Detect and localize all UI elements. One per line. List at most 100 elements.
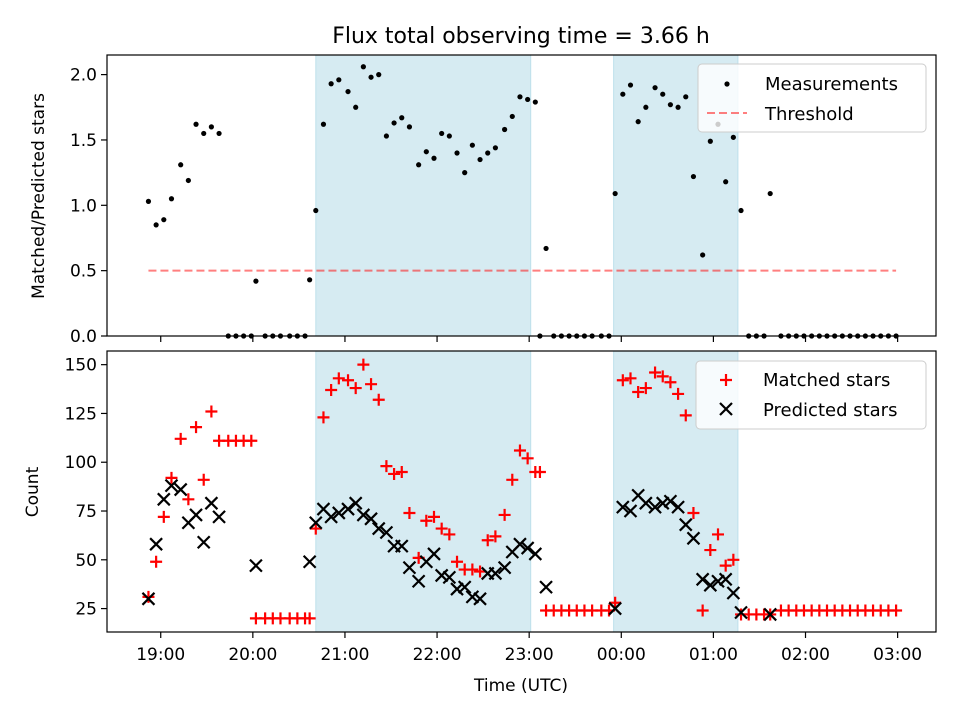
measurement-point [376, 72, 382, 78]
measurement-point [313, 207, 319, 214]
matched-star-marker [165, 471, 178, 484]
y-tick-label: 75 [75, 502, 97, 522]
matched-star-marker [197, 473, 210, 486]
measurement-point [328, 81, 334, 87]
measurement-point [439, 130, 445, 137]
count-legend: Matched stars Predicted stars [695, 360, 927, 430]
y-tick-label: 100 [65, 453, 97, 473]
measurement-point [145, 198, 152, 204]
measurement-point [690, 173, 697, 180]
predicted-star-marker [648, 500, 662, 514]
matched-star-marker [649, 366, 662, 379]
measurement-point [431, 155, 437, 161]
y-tick-label: 0.0 [70, 327, 97, 347]
matched-star-marker [679, 409, 692, 422]
matched-star-marker [420, 514, 433, 527]
matched-star-marker [205, 405, 218, 418]
matched-star-marker [174, 432, 187, 445]
predicted-star-marker [718, 572, 733, 587]
measurement-point [462, 170, 468, 176]
matched-star-marker [435, 522, 448, 535]
predicted-star-marker [173, 482, 188, 497]
matched-star-marker [632, 385, 645, 398]
predicted-star-marker [520, 541, 535, 555]
measurement-point [683, 94, 689, 100]
y-tick-label: 1.0 [70, 196, 97, 216]
matched-star-marker [624, 372, 637, 385]
matched-star-marker [182, 493, 195, 506]
matched-star-marker [190, 421, 203, 434]
matched-star-marker [704, 544, 717, 557]
predicted-star-marker [623, 504, 638, 518]
predicted-star-marker [341, 502, 355, 516]
ratio-plot-frame [106, 54, 937, 337]
predicted-star-marker [450, 582, 464, 596]
matched-star-marker [395, 465, 408, 478]
matched-star-marker [533, 465, 546, 478]
predicted-star-marker [616, 500, 630, 514]
measurement-point [391, 120, 397, 126]
matched-star-marker [332, 372, 345, 385]
measurement-point [320, 121, 327, 127]
matched-star-marker [403, 506, 416, 519]
predicted-star-marker [212, 510, 226, 524]
predicted-star-marker [249, 558, 263, 573]
matched-star-marker [513, 444, 526, 457]
matched-star-marker [245, 434, 258, 447]
y-tick-label: 150 [65, 356, 97, 376]
matched-star-marker [349, 382, 362, 395]
x-tick-label: 01:00 [689, 645, 738, 665]
observing-window-1 [315, 54, 532, 337]
x-tick-label: 21:00 [320, 645, 369, 665]
predicted-star-marker [402, 560, 417, 575]
count-panel: 25 50 75 100 125 150 19:00 20:00 21:00 22:00 23:0… [23, 350, 937, 665]
measurement-point [643, 104, 649, 110]
measurement-point [700, 252, 706, 258]
measurement-point [620, 91, 626, 97]
predicted-star-marker [734, 605, 748, 620]
matched-legend-label: Matched stars [763, 370, 890, 391]
matched-star-marker [303, 612, 316, 625]
predicted-star-marker [703, 578, 718, 592]
x-tick-label: 00:00 [597, 645, 646, 665]
measurement-point [185, 177, 191, 184]
matched-star-marker [451, 555, 464, 568]
matched-legend-marker [720, 374, 732, 386]
ratio-y-axis-label: Matched/Predicted stars [29, 93, 49, 299]
predicted-star-marker [371, 521, 386, 536]
measurement-point [667, 102, 674, 108]
predicted-star-marker [141, 592, 156, 606]
ratio-panel: 0.00.51.01.52.0 Matched/Predicted stars … [29, 54, 937, 347]
predicted-star-marker [427, 547, 441, 561]
matched-star-marker [489, 530, 502, 543]
measurement-point [612, 190, 618, 197]
matched-star-marker [474, 565, 487, 578]
y-tick-label: 25 [75, 600, 97, 620]
predicted-star-marker [671, 500, 685, 514]
x-tick-label: 23:00 [505, 645, 554, 665]
matched-star-marker [388, 467, 401, 480]
predicted-star-marker [678, 517, 693, 532]
predicted-star-marker [488, 566, 503, 581]
predicted-star-marker [528, 547, 543, 561]
measurement-point [675, 104, 681, 110]
measurement-point [336, 77, 342, 83]
matched-star-marker [639, 382, 652, 395]
measurement-point [216, 130, 222, 137]
measurement-point [383, 133, 390, 139]
predicted-star-marker [332, 506, 346, 520]
observing-window-1 [315, 350, 532, 633]
figure-title: Flux total observing time = 3.66 h [332, 24, 710, 49]
measurements-legend-label: Measurements [765, 74, 898, 95]
matched-star-marker [656, 370, 669, 383]
measurement-point [353, 104, 359, 110]
matched-star-marker [521, 452, 534, 465]
matched-star-marker [616, 374, 629, 387]
predicted-star-marker [763, 607, 777, 622]
predicted-star-marker [473, 592, 487, 606]
matched-star-marker [481, 534, 494, 547]
predicted-star-marker [157, 492, 171, 507]
matched-star-marker [317, 411, 330, 424]
measurements-legend-marker [724, 81, 730, 87]
measurement-point [627, 82, 634, 88]
